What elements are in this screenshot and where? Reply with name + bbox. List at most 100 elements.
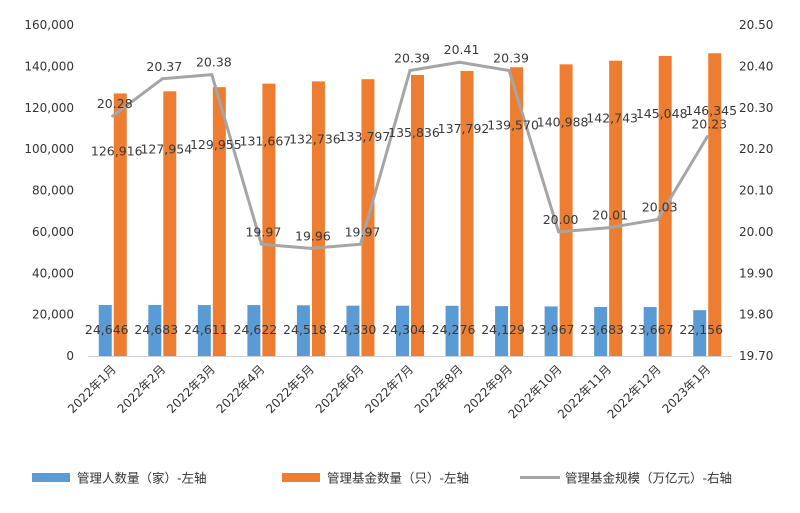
bar-manager-count (296, 305, 310, 356)
data-label-fund-scale: 19.97 (345, 224, 381, 239)
x-axis-tick-label: 2022年7月 (362, 362, 416, 416)
bar-manager-count (247, 305, 261, 356)
left-axis-tick-label: 140,000 (24, 59, 74, 73)
right-axis-tick-label: 20.40 (739, 59, 773, 73)
right-axis-tick-label: 20.00 (739, 225, 773, 239)
bar-fund-count (708, 53, 722, 356)
right-axis-tick-label: 20.20 (739, 142, 773, 156)
data-label-manager-count: 23,967 (531, 322, 575, 337)
data-label-fund-count: 132,736 (289, 131, 341, 146)
data-label-fund-count: 135,836 (388, 125, 440, 140)
bar-fund-count (262, 83, 276, 356)
data-label-manager-count: 23,667 (630, 322, 674, 337)
x-axis-tick-label: 2022年2月 (115, 362, 169, 416)
data-label-fund-scale: 19.96 (295, 228, 331, 243)
bar-fund-count (212, 87, 226, 357)
left-axis-tick-label: 20,000 (32, 308, 74, 322)
right-axis-tick-label: 20.10 (739, 184, 773, 198)
line-point-fund-scale (458, 60, 462, 64)
data-label-manager-count: 24,276 (432, 322, 476, 337)
legend-item-fund-scale: 管理基金规模（万亿元）-右轴 (520, 471, 732, 486)
bar-fund-count (311, 81, 325, 356)
line-point-fund-scale (705, 135, 709, 139)
bar-fund-count (411, 74, 424, 357)
x-axis-tick-label: 2022年3月 (164, 362, 218, 416)
x-axis-tick-label: 2022年8月 (412, 362, 466, 416)
x-axis-tick-label: 2022年5月 (263, 362, 317, 416)
bar-fund-count (460, 70, 474, 356)
bar-manager-count (643, 307, 657, 356)
data-label-fund-scale: 20.00 (543, 212, 579, 227)
data-label-manager-count: 22,156 (679, 322, 723, 337)
right-axis-tick-label: 19.80 (739, 308, 773, 322)
line-point-fund-scale (111, 114, 115, 118)
left-axis-tick-label: 40,000 (32, 266, 74, 280)
data-label-fund-scale: 20.01 (592, 208, 628, 223)
line-point-fund-scale (210, 73, 214, 77)
data-label-fund-scale: 20.37 (146, 59, 182, 74)
bar-manager-count (396, 305, 409, 356)
data-label-fund-count: 129,955 (190, 137, 242, 152)
data-label-manager-count: 24,611 (184, 322, 228, 337)
bar-manager-count (197, 305, 211, 356)
data-label-fund-count: 131,667 (240, 134, 292, 149)
data-label-fund-count: 127,954 (140, 141, 192, 156)
x-axis-tick-label: 2023年1月 (659, 362, 713, 416)
data-label-fund-scale: 20.03 (642, 199, 678, 214)
bar-fund-count (559, 64, 573, 356)
x-axis-tick-label: 2022年1月 (65, 362, 119, 416)
legend: 管理人数量（家）-左轴 管理基金数量（只）-左轴 管理基金规模（万亿元）-右轴 (32, 471, 732, 486)
line-point-fund-scale (606, 226, 610, 230)
data-label-fund-count: 126,916 (91, 143, 143, 158)
data-label-manager-count: 24,129 (481, 322, 525, 337)
data-label-manager-count: 24,622 (234, 322, 278, 337)
left-axis-tick-label: 60,000 (32, 225, 74, 239)
line-layer (111, 60, 709, 250)
line-point-fund-scale (160, 77, 164, 81)
line-point-fund-scale (507, 69, 511, 73)
data-label-manager-count: 23,683 (580, 322, 624, 337)
bar-fund-count (510, 67, 524, 357)
data-label-fund-count: 142,743 (586, 111, 638, 126)
line-point-fund-scale (259, 242, 263, 246)
data-label-fund-scale: 20.39 (493, 51, 529, 66)
line-point-fund-scale (408, 69, 412, 73)
left-axis-tick-label: 120,000 (24, 101, 74, 115)
data-label-fund-scale: 19.97 (245, 224, 281, 239)
legend-item-fund-count: 管理基金数量（只）-左轴 (282, 471, 469, 486)
data-label-fund-count: 137,792 (438, 121, 490, 136)
legend-label: 管理基金数量（只）-左轴 (327, 471, 469, 486)
data-label-fund-scale: 20.41 (444, 42, 480, 57)
bar-manager-count (98, 305, 112, 356)
left-axis-tick-label: 80,000 (32, 184, 74, 198)
x-axis-tick-label: 2022年9月 (461, 362, 515, 416)
x-axis-tick-label: 2022年4月 (214, 362, 268, 416)
bar-manager-count (346, 305, 360, 356)
data-label-fund-scale: 20.38 (196, 55, 232, 70)
left-axis-tick-label: 100,000 (24, 142, 74, 156)
line-point-fund-scale (656, 217, 660, 221)
bar-fund-count (609, 60, 623, 357)
data-label-fund-count: 139,570 (487, 117, 539, 132)
line-point-fund-scale (358, 242, 362, 246)
data-label-manager-count: 24,304 (382, 322, 426, 337)
data-labels-layer: 24,646 24,683 24,611 24,622 24,518 24,330 24,3… (85, 42, 737, 337)
data-label-fund-count: 140,988 (537, 114, 589, 129)
data-label-manager-count: 24,330 (333, 322, 377, 337)
right-axis-tick-label: 20.30 (739, 101, 773, 115)
data-label-fund-count: 133,797 (339, 129, 391, 144)
data-label-fund-count: 145,048 (636, 106, 688, 121)
right-axis-tick-label: 19.90 (739, 266, 773, 280)
bar-manager-count (594, 307, 608, 356)
left-axis-tick-label: 160,000 (24, 18, 74, 32)
bar-manager-count (693, 310, 707, 356)
legend-item-manager-count: 管理人数量（家）-左轴 (32, 471, 207, 486)
bars-layer (98, 53, 722, 357)
legend-swatch (32, 473, 70, 482)
data-label-manager-count: 24,646 (85, 322, 129, 337)
line-point-fund-scale (309, 246, 313, 250)
x-axis-tick-label: 2022年6月 (313, 362, 367, 416)
legend-label: 管理基金规模（万亿元）-右轴 (565, 471, 732, 486)
bar-manager-count (544, 306, 558, 356)
